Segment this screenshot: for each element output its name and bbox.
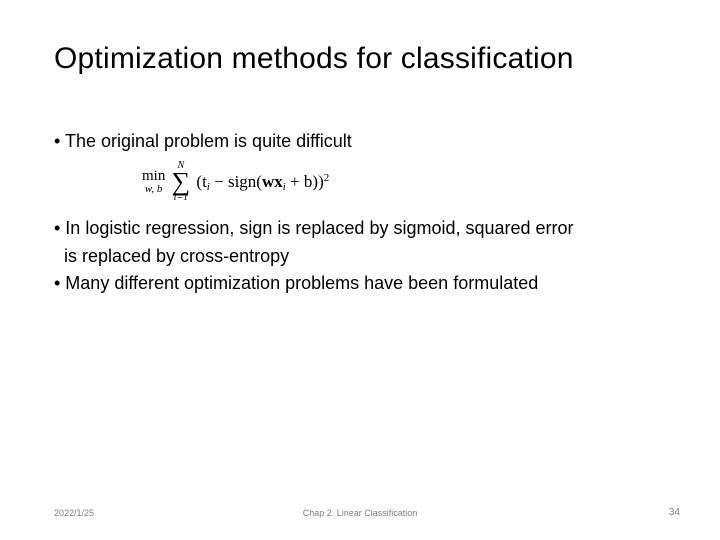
bullet-3: • Many different optimization problems h…: [54, 272, 666, 295]
footer-chapter: Chap 2. Linear Classification: [0, 508, 720, 518]
min-subscript: w, b: [142, 184, 165, 195]
bullet-2-cont: is replaced by cross-entropy: [54, 245, 666, 268]
slide-body: • The original problem is quite difficul…: [54, 130, 666, 300]
formula: min w, b N ∑ i=1 (ti − sign(wxi + b))2: [142, 161, 666, 203]
slide-title: Optimization methods for classification: [54, 42, 574, 76]
expr: (ti − sign(wxi + b))2: [196, 171, 329, 194]
slide: Optimization methods for classification …: [0, 0, 720, 540]
min-block: min w, b: [142, 169, 165, 195]
min-label: min: [142, 169, 165, 184]
sum-symbol: ∑: [172, 171, 191, 193]
footer-page-number: 34: [669, 507, 680, 518]
sum-lower: i=1: [172, 193, 191, 203]
var-wx: wx: [262, 172, 283, 191]
plus-b: + b: [286, 172, 313, 191]
sum-block: N ∑ i=1: [172, 161, 191, 203]
bullet-1: • The original problem is quite difficul…: [54, 130, 666, 153]
minus-sign-text: − sign(: [210, 172, 262, 191]
bullet-2: • In logistic regression, sign is replac…: [54, 217, 666, 240]
superscript-2: 2: [324, 172, 330, 184]
